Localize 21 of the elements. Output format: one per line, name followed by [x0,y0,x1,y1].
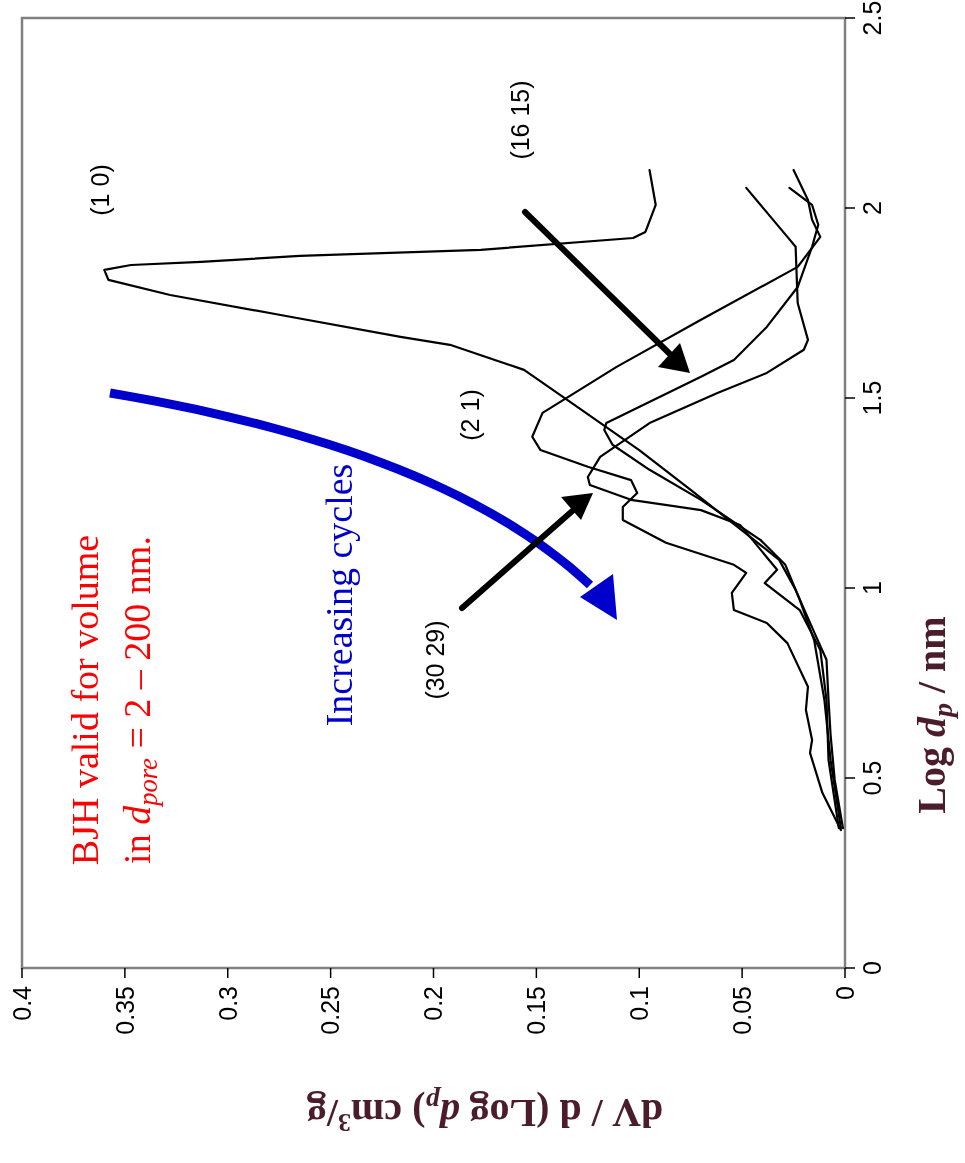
x-tick-label: 0.2 [419,986,448,1021]
annotation: (2 1) [456,389,484,441]
annotation: (30 29) [421,620,449,700]
x-tick-label: 0.05 [727,986,756,1035]
x-tick-label: 0.15 [522,986,551,1035]
y-tick-label: 2 [858,201,886,215]
x-tick-label: 0.35 [110,986,139,1035]
x-tick-label: 0 [830,986,859,1000]
y-tick-label: 1 [858,581,886,595]
y-tick-label: 1.5 [858,380,886,416]
y-tick-label: 2.5 [858,0,886,36]
annotation: BJH valid for volume [64,534,106,866]
annotation: (16 15) [506,80,534,160]
y-tick-label: 0.5 [858,760,886,796]
annotation: (1 0) [86,164,114,216]
x-tick-label: 0.25 [316,986,345,1035]
x-tick-label: 0.3 [213,986,242,1021]
x-tick-label: 0.4 [7,985,36,1021]
x-tick-label: 0.1 [625,986,653,1021]
annotation: Increasing cycles [318,463,360,727]
y-tick-label: 0 [858,961,886,975]
